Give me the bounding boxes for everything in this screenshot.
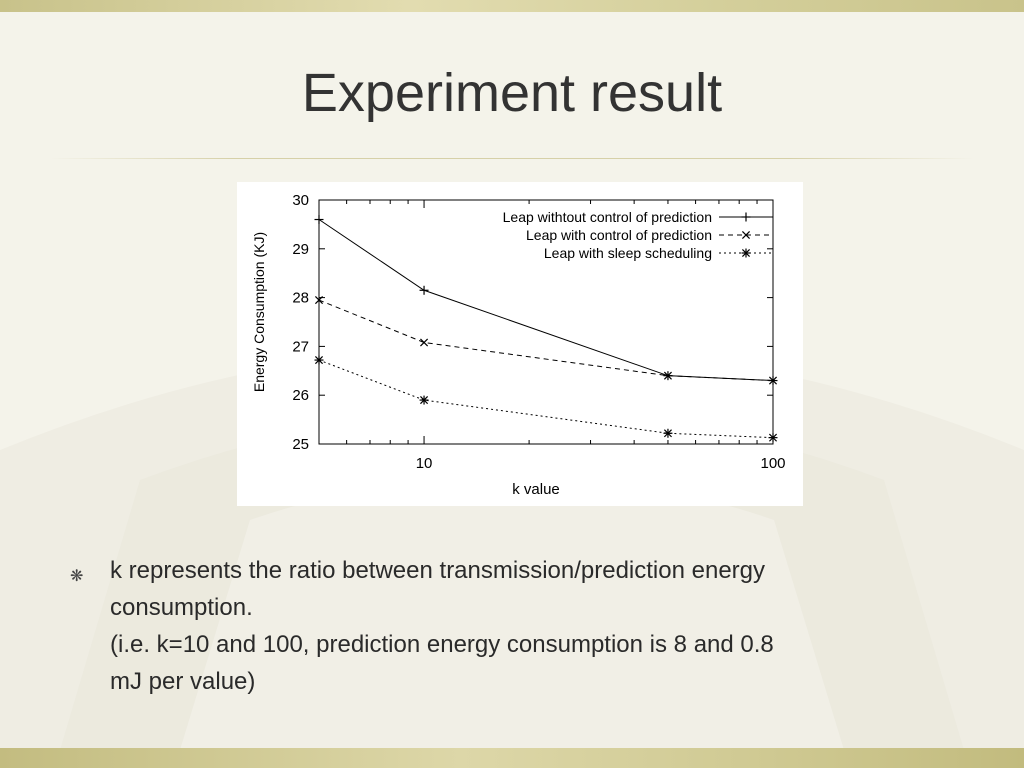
data-point	[768, 376, 778, 385]
plot-frame	[318, 199, 774, 445]
x-tick-label: 10	[416, 455, 433, 472]
y-tick-label: 30	[292, 192, 309, 209]
series-line-1	[318, 219, 774, 382]
data-point	[314, 296, 324, 305]
legend-label: Leap withtout control of prediction	[503, 209, 712, 225]
bullet-text: k represents the ratio between transmiss…	[110, 552, 970, 700]
legend-label: Leap with sleep scheduling	[544, 245, 712, 261]
data-point	[741, 212, 751, 222]
data-point	[663, 428, 673, 438]
x-axis-label: k value	[512, 481, 560, 498]
data-point	[314, 215, 324, 225]
data-point	[768, 433, 778, 443]
data-point	[741, 230, 751, 240]
slide-title: Experiment result	[301, 63, 723, 123]
legend-label: Leap with control of prediction	[526, 227, 712, 243]
bottom-accent-bar	[0, 748, 1024, 768]
text-line-4: mJ per value)	[110, 668, 256, 695]
top-accent-bar	[0, 0, 1024, 12]
bullet-icon: ❋	[70, 568, 84, 585]
line-chart: 25 26 27 28 29 30 10 100 k value Energy Consumpti…	[251, 192, 786, 498]
data-point	[420, 338, 429, 347]
data-point	[663, 371, 672, 380]
text-line-1: k represents the ratio between transmiss…	[110, 557, 766, 584]
data-point	[419, 395, 429, 405]
title-divider	[50, 158, 974, 159]
y-axis-label: Energy Consumption (KJ)	[251, 232, 267, 392]
y-tick-label: 27	[292, 338, 309, 355]
y-tick-label: 28	[292, 290, 309, 307]
y-tick-label: 26	[292, 387, 309, 404]
y-tick-label: 25	[292, 436, 309, 453]
text-line-2: consumption.	[110, 594, 253, 621]
chart-container: 25 26 27 28 29 30 10 100 k value Energy Consumpti…	[237, 182, 803, 506]
x-tick-label: 100	[760, 455, 785, 472]
series-line-2	[318, 299, 774, 382]
text-line-3: (i.e. k=10 and 100, prediction energy co…	[110, 631, 774, 658]
series-line-3	[318, 359, 774, 439]
data-point	[314, 355, 324, 365]
data-point	[741, 248, 751, 258]
y-tick-label: 29	[292, 241, 309, 258]
data-point	[419, 285, 429, 295]
